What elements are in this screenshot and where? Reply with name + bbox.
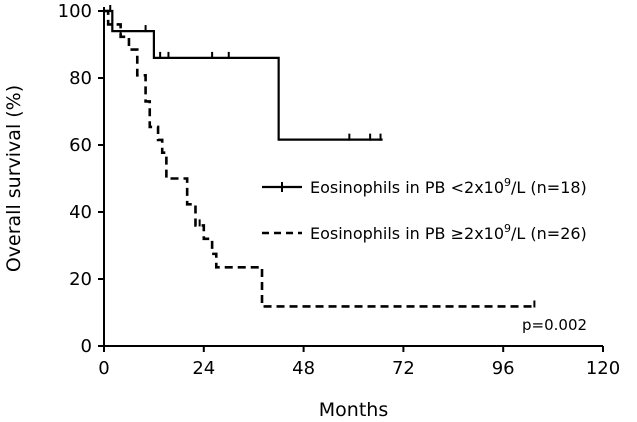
legend-label-1: Eosinophils in PB <2x109/L (n=18) bbox=[310, 176, 587, 197]
x-ticks: 0 24 48 72 96 120 bbox=[98, 346, 620, 379]
y-tick-label: 0 bbox=[81, 336, 92, 357]
y-tick-label: 60 bbox=[69, 135, 92, 156]
survival-curve-2 bbox=[104, 9, 537, 308]
x-tick-label: 0 bbox=[98, 358, 109, 379]
legend-label-1-sup: 9 bbox=[504, 176, 511, 189]
y-tick-label: 100 bbox=[58, 1, 92, 22]
legend: Eosinophils in PB <2x109/L (n=18) Eosino… bbox=[262, 176, 587, 243]
y-tick-label: 80 bbox=[69, 68, 92, 89]
legend-label-1-main: Eosinophils in PB <2x10 bbox=[310, 178, 504, 197]
x-tick-label: 96 bbox=[492, 358, 515, 379]
x-tick-label: 72 bbox=[392, 358, 415, 379]
y-ticks: 0 20 40 60 80 100 bbox=[58, 1, 104, 357]
survival-curves bbox=[104, 5, 537, 308]
legend-label-2-tail: /L (n=26) bbox=[511, 224, 587, 243]
legend-label-1-tail: /L (n=18) bbox=[511, 178, 587, 197]
x-axis-title: Months bbox=[319, 399, 388, 421]
y-axis-title: Overall survival (%) bbox=[3, 85, 25, 272]
legend-label-2-sup: 9 bbox=[504, 222, 511, 235]
p-value-annotation: p=0.002 bbox=[522, 316, 587, 334]
x-tick-label: 120 bbox=[586, 358, 620, 379]
legend-label-2-main: Eosinophils in PB ≥2x10 bbox=[310, 224, 504, 243]
x-tick-label: 48 bbox=[292, 358, 315, 379]
axes: 0 20 40 60 80 100 0 24 48 72 96 120 bbox=[58, 1, 621, 379]
legend-label-2: Eosinophils in PB ≥2x109/L (n=26) bbox=[310, 222, 587, 243]
y-tick-label: 20 bbox=[69, 269, 92, 290]
x-tick-label: 24 bbox=[192, 358, 215, 379]
y-tick-label: 40 bbox=[69, 202, 92, 223]
survival-curve-1 bbox=[104, 9, 383, 141]
